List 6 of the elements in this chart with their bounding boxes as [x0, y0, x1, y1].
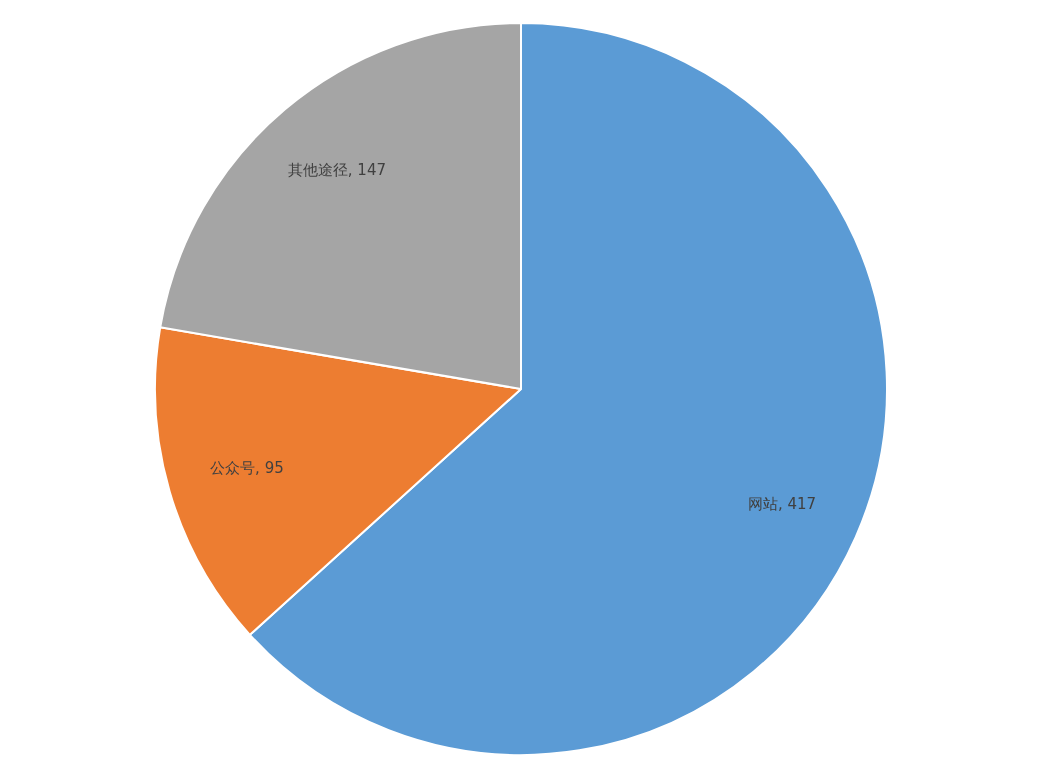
slice-label: 其他途径: [287, 160, 348, 179]
slice-label: 网站: [747, 494, 778, 513]
data-label: , 95: [255, 458, 284, 477]
data-label: , 147: [347, 160, 387, 179]
slice-label: 公众号: [210, 458, 256, 477]
data-label: , 417: [777, 494, 817, 513]
